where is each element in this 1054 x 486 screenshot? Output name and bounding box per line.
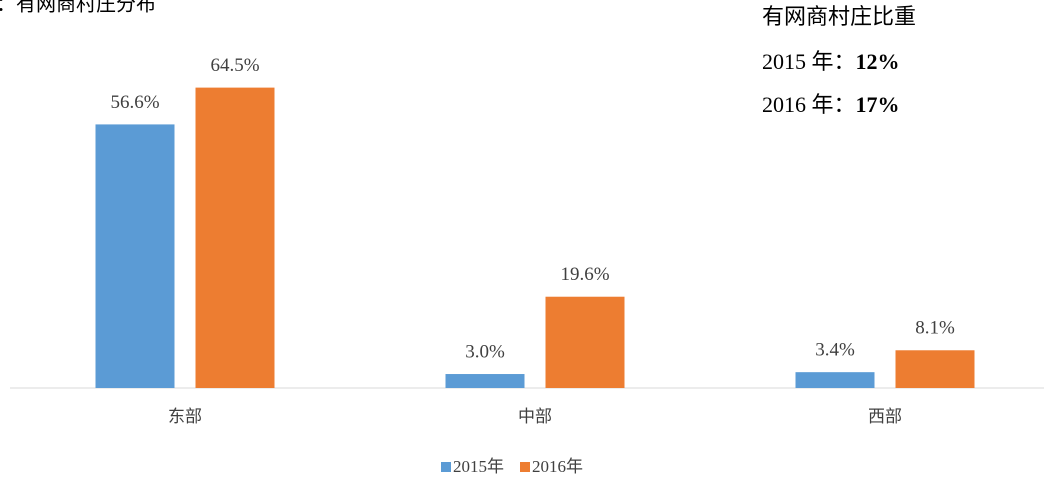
annotation-line: 2015 年：12% bbox=[762, 49, 900, 74]
value-label: 64.5% bbox=[210, 55, 259, 76]
value-label: 19.6% bbox=[560, 264, 609, 285]
annotation-label: 2015 年： bbox=[762, 49, 856, 74]
annotation-value: 12% bbox=[856, 49, 900, 74]
annotation-line: 2016 年：17% bbox=[762, 92, 900, 117]
annotation-title: 有网商村庄比重 bbox=[762, 4, 916, 29]
value-label: 56.6% bbox=[110, 92, 159, 113]
x-tick-label: 中部 bbox=[518, 407, 552, 426]
x-tick-label: 西部 bbox=[868, 407, 902, 426]
legend-label: 2016年 bbox=[532, 457, 583, 476]
annotation-label: 2016 年： bbox=[762, 92, 856, 117]
bar bbox=[545, 296, 625, 388]
annotation-value: 17% bbox=[856, 92, 900, 117]
chart-title: ：有网商村庄分布 bbox=[0, 0, 156, 16]
legend-swatch bbox=[520, 462, 530, 472]
value-label: 3.0% bbox=[465, 341, 505, 362]
bar bbox=[195, 87, 275, 388]
bar bbox=[445, 374, 525, 388]
legend-label: 2015年 bbox=[453, 457, 504, 476]
bar bbox=[895, 350, 975, 388]
x-tick-label: 东部 bbox=[168, 407, 202, 426]
bar bbox=[795, 372, 875, 388]
bar bbox=[95, 124, 175, 389]
legend-swatch bbox=[441, 462, 451, 472]
value-label: 3.4% bbox=[815, 340, 855, 361]
value-label: 8.1% bbox=[915, 318, 955, 339]
